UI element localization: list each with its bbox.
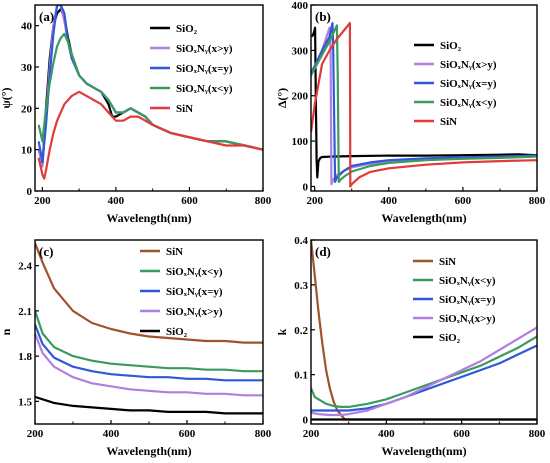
series-line-1 — [35, 242, 263, 344]
legend-label: SiO₂ — [176, 23, 198, 35]
legend-label: SiO₂ — [166, 326, 188, 338]
panel-label: (d) — [315, 244, 331, 259]
x-tick-label: 200 — [27, 428, 44, 440]
x-tick-label: 600 — [453, 428, 470, 440]
x-axis-title: Wavelength(nm) — [381, 444, 466, 458]
chart-panel-4: 200 400 600 800 0 0.1 0.2 0.3 0.4 Wavelength(nm) k… — [275, 235, 546, 458]
legend-label: SiOₓNᵧ(x<y) — [440, 97, 497, 109]
series-line-2 — [35, 310, 263, 373]
plot-frame — [310, 4, 538, 192]
legend-label: SiOₓNᵧ(x<y) — [166, 266, 223, 278]
series-line-3 — [35, 324, 263, 382]
x-axis-title: Wavelength(nm) — [106, 211, 191, 225]
legend-label: SiO₂ — [439, 332, 461, 344]
legend-label: SiN — [439, 256, 456, 268]
y-tick-label: 30 — [21, 62, 33, 74]
panel-label: (b) — [315, 9, 331, 24]
y-tick-label: 0 — [303, 415, 309, 427]
x-tick-label: 200 — [34, 195, 51, 207]
legend-label: SiOₓNᵧ(x>y) — [166, 306, 223, 318]
x-tick-label: 200 — [306, 195, 323, 207]
x-tick-label: 400 — [108, 195, 125, 207]
y-tick-label: 0 — [27, 186, 33, 198]
y-axis-title: n — [0, 328, 13, 335]
series-line-4 — [311, 326, 537, 417]
y-axis-title: k — [275, 328, 289, 335]
x-tick-label: 400 — [381, 195, 398, 207]
y-tick-label: 1.5 — [18, 396, 32, 408]
y-tick-label: 2.4 — [18, 261, 32, 273]
plot-frame — [34, 4, 264, 192]
legend-label: SiOₓNᵧ(x>y) — [439, 313, 496, 325]
legend-label: SiOₓNᵧ(x>y) — [440, 59, 497, 71]
x-tick-label: 600 — [179, 428, 196, 440]
series-line-5 — [35, 395, 263, 415]
series-line-3 — [311, 22, 537, 183]
x-tick-label: 400 — [378, 428, 395, 440]
x-tick-label: 800 — [529, 195, 546, 207]
y-tick-label: 20 — [21, 103, 33, 115]
y-axis-title: ψ(°) — [0, 87, 13, 108]
y-tick-label: 1.8 — [18, 351, 32, 363]
chart-panel-1: 200 400 600 800 0 10 20 30 40 Wavelength(nm) ψ(°) (… — [0, 4, 272, 225]
x-tick-label: 800 — [529, 428, 546, 440]
series-line-4 — [35, 333, 263, 397]
y-tick-label: 100 — [292, 136, 309, 148]
x-axis-title: Wavelength(nm) — [106, 444, 191, 458]
legend-label: SiO₂ — [440, 40, 462, 52]
y-tick-label: 0 — [303, 181, 309, 193]
x-tick-label: 200 — [303, 428, 320, 440]
legend-label: SiN — [166, 246, 183, 258]
legend-label: SiOₓNᵧ(x=y) — [176, 63, 233, 75]
legend-label: SiOₓNᵧ(x=y) — [440, 78, 497, 90]
series-line-1 — [311, 240, 537, 421]
series-line-1 — [311, 26, 537, 179]
x-tick-label: 600 — [455, 195, 472, 207]
y-tick-label: 0.1 — [294, 370, 308, 382]
y-axis-title: Δ(°) — [275, 88, 289, 108]
legend-label: SiOₓNᵧ(x=y) — [166, 286, 223, 298]
series-line-5 — [37, 90, 263, 180]
chart-panel-3: 200 400 600 800 1.5 1.8 2.1 2.4 Wavelength(nm) n (… — [0, 239, 272, 458]
y-tick-label: 10 — [21, 145, 33, 157]
y-tick-label: 0.4 — [294, 235, 308, 247]
y-tick-label: 400 — [292, 0, 309, 12]
legend-label: SiN — [176, 103, 193, 115]
x-tick-label: 800 — [255, 195, 272, 207]
legend-label: SiOₓNᵧ(x=y) — [439, 294, 496, 306]
y-tick-label: 0.2 — [294, 325, 308, 337]
chart-panel-2: 200 400 600 800 0 100 200 300 400 Wavelength(nm) Δ… — [275, 0, 546, 225]
series-line-2 — [311, 335, 537, 408]
x-tick-label: 600 — [181, 195, 198, 207]
series-line-5 — [311, 22, 537, 188]
y-tick-label: 300 — [292, 45, 309, 57]
x-axis-title: Wavelength(nm) — [381, 211, 466, 225]
legend-label: SiOₓNᵧ(x>y) — [176, 43, 233, 55]
y-tick-label: 0.3 — [294, 280, 308, 292]
y-tick-label: 40 — [21, 21, 33, 33]
x-tick-label: 400 — [103, 428, 120, 440]
legend-label: SiOₓNᵧ(x<y) — [439, 275, 496, 287]
series-line-4 — [311, 24, 537, 183]
y-tick-label: 2.1 — [18, 306, 32, 318]
legend-label: SiN — [440, 116, 457, 128]
panel-label: (c) — [39, 244, 53, 259]
x-tick-label: 800 — [255, 428, 272, 440]
plot-frame — [310, 239, 538, 425]
legend-label: SiOₓNᵧ(x<y) — [176, 83, 233, 95]
y-tick-label: 200 — [292, 91, 309, 103]
panel-label: (a) — [39, 9, 54, 24]
